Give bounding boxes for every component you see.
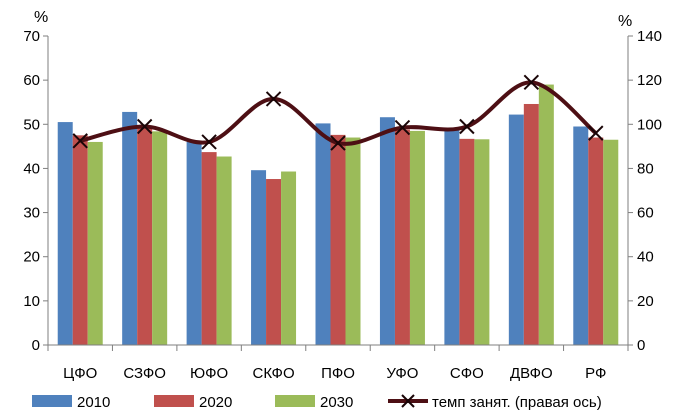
marker-stroke (265, 91, 282, 107)
bar-2030-ЮФО (216, 156, 232, 345)
left-tick-label: 0 (32, 337, 40, 354)
legend-label-2030: 2030 (320, 394, 353, 411)
bar-2020-УФО (394, 129, 410, 345)
legend-marker-stroke (401, 394, 415, 408)
left-tick-label: 70 (23, 28, 40, 45)
bar-2030-ЦФО (87, 141, 103, 345)
line-series-group (72, 74, 604, 151)
line-marker-СФО (459, 118, 475, 135)
legend-label-2020: 2020 (199, 394, 232, 411)
line-marker-ЦФО (72, 133, 88, 149)
legend-swatch-2020 (154, 395, 194, 407)
bar-2010-УФО (379, 117, 395, 345)
bar-2020-ЮФО (201, 152, 217, 345)
right-tick-label: 40 (637, 249, 654, 266)
left-tick-label: 60 (23, 72, 40, 89)
bar-2030-СФО (474, 139, 490, 345)
line-marker-ЮФО (201, 134, 217, 150)
bar-2010-ДВФО (508, 114, 524, 346)
line-marker-ПФО (330, 135, 346, 151)
category-label: СЗФО (123, 365, 166, 382)
bar-2020-СФО (459, 138, 475, 345)
legend-swatch-2010 (32, 395, 72, 407)
bar-2010-СЗФО (122, 111, 138, 345)
line-marker-УФО (394, 119, 411, 136)
line-marker-СЗФО (136, 118, 153, 135)
bar-2030-УФО (409, 130, 425, 345)
bar-2020-РФ (588, 137, 604, 345)
marker-stroke (330, 135, 346, 151)
bar-2030-СКФО (281, 171, 297, 345)
left-tick-label: 20 (23, 249, 40, 266)
axes-group: 0 10 20 30 40 50 60 70 0 20 40 60 80 100 120 140 ЦФО СЗФО… (23, 28, 662, 382)
bar-2020-ЦФО (72, 135, 88, 345)
marker-stroke (72, 133, 88, 149)
bars-group (57, 84, 619, 346)
marker-stroke (523, 74, 540, 91)
right-tick-label: 20 (637, 293, 654, 310)
bar-2030-ПФО (345, 137, 361, 345)
right-tick-label: 0 (637, 337, 645, 354)
bar-2010-ПФО (315, 123, 331, 345)
category-label: СКФО (252, 365, 294, 382)
left-tick-label: 50 (23, 116, 40, 133)
left-tick-label: 30 (23, 205, 40, 222)
marker-stroke (201, 134, 217, 150)
legend-label-line: темп занят. (правая ось) (432, 394, 602, 411)
line-marker-ДВФО (523, 74, 540, 91)
left-axis-unit: % (34, 9, 48, 26)
category-label: ПФО (321, 365, 355, 382)
category-label: СФО (450, 365, 484, 382)
bar-2010-РФ (573, 126, 589, 345)
bar-2010-СКФО (251, 170, 267, 345)
legend: 2010 2020 2030 темп занят. (правая ось) (32, 394, 602, 411)
line-marker-СКФО (265, 91, 282, 107)
bar-2020-ПФО (330, 134, 346, 345)
bar-2030-РФ (603, 139, 619, 345)
marker-stroke (588, 125, 604, 141)
line-marker-РФ (588, 125, 604, 141)
right-tick-label: 60 (637, 205, 654, 222)
category-label: УФО (386, 365, 418, 382)
bar-2010-ЦФО (57, 122, 73, 345)
bar-2030-ДВФО (538, 84, 554, 346)
left-tick-label: 10 (23, 293, 40, 310)
legend-label-2010: 2010 (77, 394, 110, 411)
category-label: ДВФО (510, 365, 553, 382)
marker-stroke (459, 118, 475, 135)
left-tick-label: 40 (23, 160, 40, 177)
right-tick-label: 120 (637, 72, 662, 89)
legend-swatch-2030 (275, 395, 315, 407)
bar-2020-ДВФО (523, 103, 539, 345)
right-tick-label: 140 (637, 28, 662, 45)
bar-2020-СКФО (266, 179, 282, 345)
marker-stroke (394, 119, 411, 136)
category-label: РФ (585, 365, 606, 382)
right-tick-label: 80 (637, 160, 654, 177)
bar-2010-ЮФО (186, 141, 202, 345)
category-label: ЮФО (190, 365, 228, 382)
bar-2010-СФО (444, 128, 460, 345)
marker-stroke (136, 118, 153, 135)
right-axis-unit: % (618, 13, 632, 30)
category-label: ЦФО (63, 365, 97, 382)
bar-2020-СЗФО (137, 126, 153, 345)
bar-2030-СЗФО (152, 131, 168, 345)
right-tick-label: 100 (637, 116, 662, 133)
